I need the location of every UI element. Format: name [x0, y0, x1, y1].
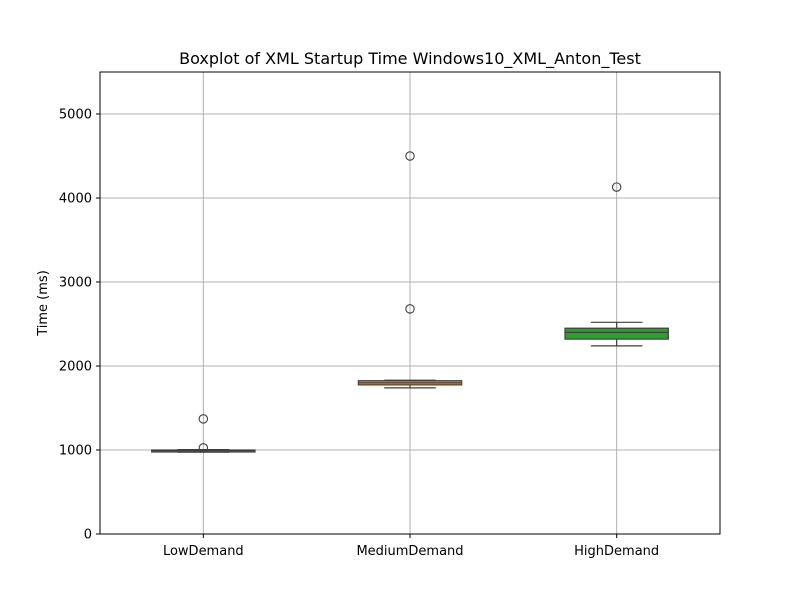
outlier-1-1	[405, 151, 415, 161]
outlier-0-0	[198, 443, 209, 453]
y-tick-label-0: 0	[84, 528, 92, 543]
y-tick-label-1: 1000	[59, 444, 92, 459]
y-axis-title: Time (ms)	[36, 270, 51, 337]
x-tick-label-0: LowDemand	[163, 544, 244, 559]
y-tick-label-3: 3000	[59, 276, 92, 291]
box-2	[564, 327, 669, 340]
y-tick-label-4: 4000	[59, 192, 92, 207]
chart-title: Boxplot of XML Startup Time Windows10_XM…	[179, 49, 641, 69]
outlier-0-1	[198, 414, 209, 424]
x-tick-label-1: MediumDemand	[356, 544, 463, 559]
y-tick-label-5: 5000	[59, 108, 92, 123]
box-group-0	[151, 414, 256, 453]
box-group-2	[564, 182, 669, 347]
x-tick-label-2: HighDemand	[574, 544, 659, 559]
box-group-1	[357, 151, 463, 389]
outlier-1-0	[405, 304, 415, 314]
y-tick-label-2: 2000	[59, 360, 92, 375]
plot-area: 0 1000 2000 3000 4000 5000 LowDemand MediumDema…	[59, 71, 721, 559]
outlier-2-0	[611, 182, 622, 192]
